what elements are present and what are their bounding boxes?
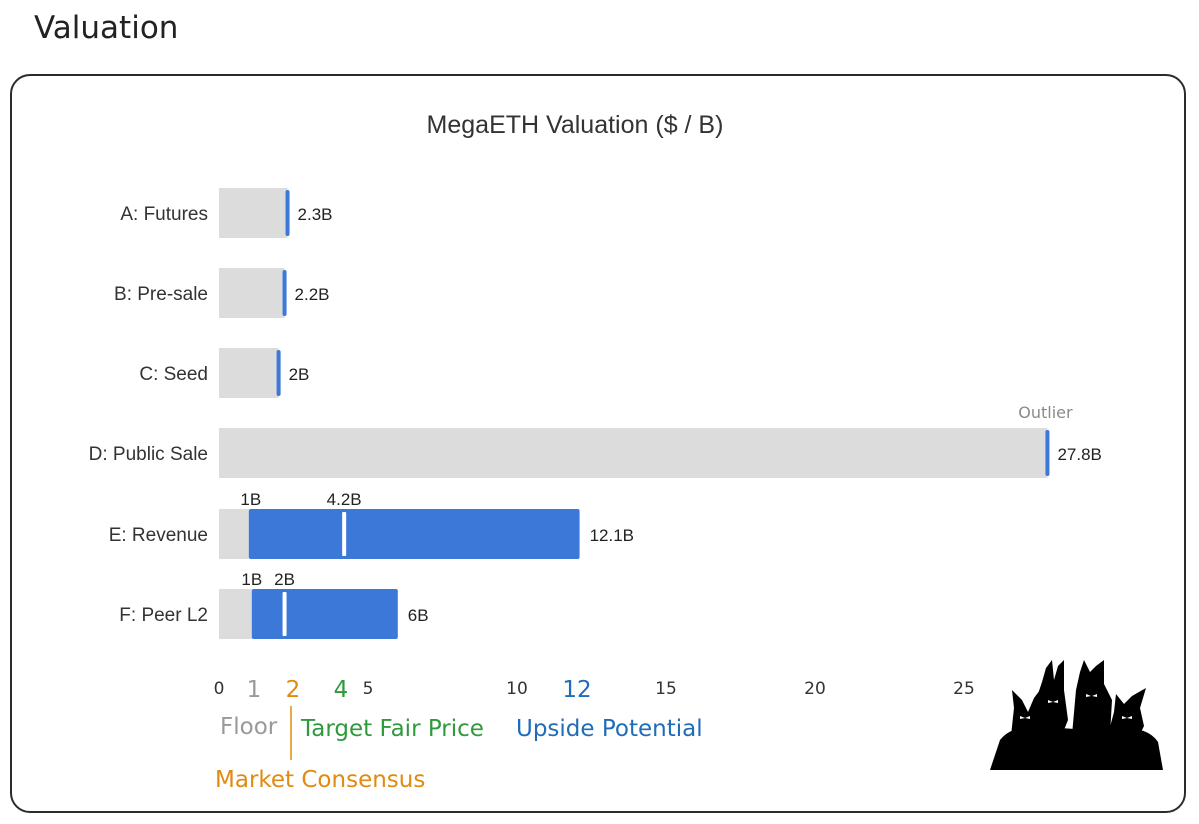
category-label-b-pre-sale: B: Pre-sale (114, 284, 208, 305)
legend-tick-target_fair_price: 4 (334, 677, 349, 703)
range-start-label-f-peer-l2: 1B (241, 570, 262, 589)
bar-end-marker-a-futures (285, 190, 290, 236)
logo-bunny-3 (1072, 660, 1112, 735)
value-label-c-seed: 2B (289, 365, 310, 384)
category-label-f-peer-l2: F: Peer L2 (119, 605, 208, 626)
x-tick-5: 5 (363, 679, 374, 699)
value-label-e-revenue: 12.1B (590, 526, 634, 545)
logo-eyes-1 (1020, 716, 1030, 719)
legend-target-fair-price: Target Fair Price (300, 716, 484, 742)
logo-eyes-2 (1048, 700, 1058, 703)
bar-c-seed (219, 348, 279, 398)
section-title: Valuation (34, 10, 179, 46)
category-label-d-public-sale: D: Public Sale (89, 444, 208, 465)
bar-d-public-sale (219, 428, 1048, 478)
bar-floor-e-revenue (219, 509, 249, 559)
bar-end-marker-b-pre-sale (282, 270, 287, 316)
marker-label-f-peer-l2: 2B (274, 570, 295, 589)
value-label-d-public-sale: 27.8B (1057, 445, 1101, 464)
value-label-f-peer-l2: 6B (408, 606, 429, 625)
annotation-d-public-sale: Outlier (1018, 403, 1073, 422)
chart-title: MegaETH Valuation ($ / B) (427, 111, 724, 139)
legend-tick-floor: 1 (247, 677, 262, 703)
logo-bunny-4 (1106, 688, 1146, 742)
bar-a-futures (219, 188, 288, 238)
bar-b-pre-sale (219, 268, 285, 318)
x-tick-25: 25 (953, 679, 975, 699)
x-tick-0: 0 (214, 679, 225, 699)
x-tick-15: 15 (655, 679, 677, 699)
legend-tick-market_consensus: 2 (286, 677, 301, 703)
bunny-silhouettes-logo (990, 660, 1163, 770)
bar-range-f-peer-l2 (251, 589, 398, 639)
bar-end-marker-d-public-sale (1045, 430, 1050, 476)
legend-floor: Floor (220, 714, 278, 740)
marker-label-e-revenue: 4.2B (327, 490, 362, 509)
bar-end-marker-c-seed (276, 350, 281, 396)
logo-bunny-2 (1034, 660, 1068, 735)
bar-range-e-revenue (248, 509, 580, 559)
category-label-e-revenue: E: Revenue (109, 525, 208, 546)
value-label-b-pre-sale: 2.2B (295, 285, 330, 304)
x-tick-10: 10 (506, 679, 528, 699)
legend-upside-potential: Upside Potential (516, 716, 703, 742)
x-tick-20: 20 (804, 679, 826, 699)
bar-floor-f-peer-l2 (219, 589, 252, 639)
logo-eyes-3 (1086, 694, 1097, 697)
legend-market-consensus: Market Consensus (215, 767, 425, 793)
range-start-label-e-revenue: 1B (240, 490, 261, 509)
value-label-a-futures: 2.3B (298, 205, 333, 224)
logo-eyes-4 (1122, 716, 1132, 719)
legend-tick-upside_potential: 12 (562, 677, 591, 703)
category-label-a-futures: A: Futures (120, 204, 208, 225)
category-label-c-seed: C: Seed (139, 364, 208, 385)
bar-marker-f-peer-l2 (282, 592, 287, 636)
bar-marker-e-revenue (342, 512, 347, 556)
